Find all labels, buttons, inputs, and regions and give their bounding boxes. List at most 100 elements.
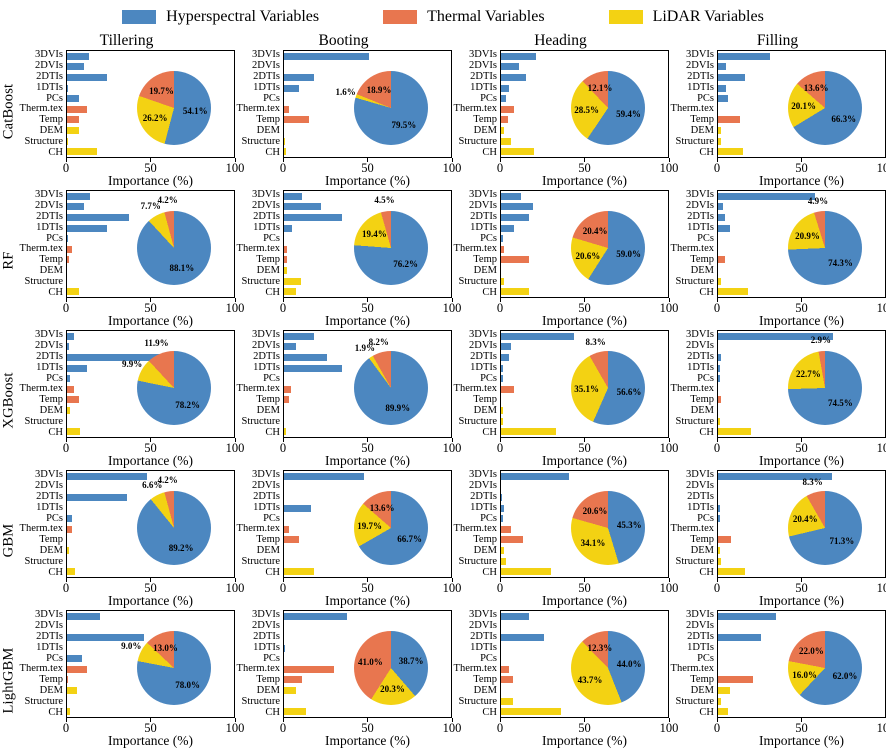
pie-label-thermal-share: 20.6% bbox=[582, 505, 608, 516]
plot-area: 45.3% 34.1% 20.6% bbox=[500, 470, 669, 578]
y-axis-labels: 3DVIs 2DVIs 2DTIs 1DTIs PCs Therm.tex Temp DEM S… bbox=[235, 470, 283, 578]
x-tick-label: 50 bbox=[578, 301, 591, 315]
x-tick-label: 0 bbox=[713, 721, 721, 735]
bar-2dtis bbox=[67, 633, 144, 641]
bar-dem bbox=[284, 686, 296, 694]
y-tick-label: Temp bbox=[473, 114, 497, 126]
y-tick-label: 1DTIs bbox=[253, 221, 280, 233]
y-axis-labels: 3DVIs 2DVIs 2DTIs 1DTIs PCs Therm.tex Temp DEM S… bbox=[452, 50, 500, 158]
bar-dem bbox=[718, 126, 722, 134]
y-tick-label: Therm.tex bbox=[19, 663, 63, 675]
y-tick-label: Therm.tex bbox=[453, 103, 497, 115]
y-tick-label: 2DTIs bbox=[687, 490, 714, 502]
subplot-rf-booting: 3DVIs 2DVIs 2DTIs 1DTIs PCs Therm.tex Temp DEM S… bbox=[235, 189, 462, 330]
y-tick-label: 1DTIs bbox=[687, 81, 714, 93]
inset-pie-chart: 66.3% 20.1% 13.6% bbox=[765, 52, 885, 156]
y-tick-label: PCs bbox=[46, 232, 63, 244]
bar-pcs bbox=[718, 95, 729, 103]
y-tick-label: 2DTIs bbox=[687, 210, 714, 222]
bar-ch bbox=[284, 568, 315, 576]
x-axis-title: Importance (%) bbox=[107, 313, 194, 328]
subplot-rf-tillering: 3DVIs 2DVIs 2DTIs 1DTIs PCs Therm.tex Temp DEM S… bbox=[18, 190, 245, 330]
bar-ch bbox=[501, 568, 552, 576]
bar-thermtex bbox=[67, 665, 88, 673]
pie-label-hyper-share: 71.3% bbox=[829, 536, 855, 547]
bar-2dtis bbox=[284, 213, 343, 221]
y-tick-label: PCs bbox=[480, 512, 497, 524]
bar-thermtex bbox=[284, 665, 335, 673]
inset-pie-chart: 76.2% 19.4% 4.5% bbox=[331, 192, 451, 296]
x-tick-label: 50 bbox=[361, 301, 374, 315]
y-tick-label: Temp bbox=[256, 254, 280, 266]
y-tick-label: 2DVIs bbox=[252, 340, 280, 352]
inset-pie-chart: 62.0% 16.0% 22.0% bbox=[765, 612, 885, 716]
x-tick-label: 100 bbox=[225, 721, 245, 735]
y-tick-label: 3DVIs bbox=[252, 189, 280, 201]
y-tick-label: Temp bbox=[690, 114, 714, 126]
y-tick-label: Therm.tex bbox=[19, 383, 63, 395]
y-tick-label: Therm.tex bbox=[453, 383, 497, 395]
y-tick-label: CH bbox=[48, 706, 63, 718]
bar-temp bbox=[67, 396, 79, 404]
y-tick-label: 1DTIs bbox=[36, 361, 63, 373]
y-tick-label: PCs bbox=[46, 92, 63, 104]
y-tick-label: Therm.tex bbox=[236, 663, 280, 675]
y-tick-label: 2DTIs bbox=[470, 210, 497, 222]
x-tick-label: 100 bbox=[442, 441, 462, 455]
y-tick-label: 2DTIs bbox=[470, 350, 497, 362]
y-tick-label: Temp bbox=[690, 534, 714, 546]
x-tick-label: 0 bbox=[713, 161, 721, 175]
bar-1dtis bbox=[67, 84, 68, 92]
plot-area: 44.0% 43.7% 12.3% bbox=[500, 610, 669, 718]
bar-ch bbox=[284, 708, 306, 716]
y-tick-label: 3DVIs bbox=[469, 609, 497, 621]
pie-label-lidar-share: 28.5% bbox=[574, 104, 599, 115]
y-tick-label: DEM bbox=[473, 404, 497, 416]
x-tick-label: 50 bbox=[361, 581, 374, 595]
bar-pcs bbox=[67, 235, 68, 243]
bar-ch bbox=[67, 568, 76, 576]
x-tick-label: 50 bbox=[795, 301, 808, 315]
y-axis-labels: 3DVIs 2DVIs 2DTIs 1DTIs PCs Therm.tex Temp DEM S… bbox=[452, 190, 500, 298]
y-tick-label: 1DTIs bbox=[253, 81, 280, 93]
bar-1dtis bbox=[718, 504, 720, 512]
figure-legend: Hyperspectral Variables Thermal Variables… bbox=[0, 0, 886, 32]
bar-structure bbox=[67, 137, 68, 145]
y-tick-label: Therm.tex bbox=[236, 383, 280, 395]
bar-structure bbox=[501, 137, 512, 145]
bar-2dvis bbox=[718, 63, 727, 71]
pie-label-hyper-share: 88.1% bbox=[169, 262, 195, 273]
pie-label-lidar-share: 20.9% bbox=[795, 230, 820, 241]
y-tick-label: 1DTIs bbox=[470, 361, 497, 373]
y-tick-label: Structure bbox=[458, 415, 498, 427]
bar-ch bbox=[718, 148, 744, 156]
y-tick-label: 1DTIs bbox=[687, 221, 714, 233]
pie-circle bbox=[137, 211, 211, 285]
bar-dem bbox=[67, 406, 71, 414]
y-axis-labels: 3DVIs 2DVIs 2DTIs 1DTIs PCs Therm.tex Temp DEM S… bbox=[452, 470, 500, 578]
y-tick-label: Structure bbox=[241, 275, 281, 287]
pie-circle bbox=[137, 71, 211, 145]
bar-2dvis bbox=[67, 63, 84, 71]
subplot-xgboost-booting: 3DVIs 2DVIs 2DTIs 1DTIs PCs Therm.tex Temp DEM S… bbox=[235, 330, 462, 470]
bar-temp bbox=[718, 536, 732, 544]
y-tick-label: Structure bbox=[241, 695, 281, 707]
inset-pie-chart: 66.7% 19.7% 13.6% bbox=[331, 472, 451, 576]
y-tick-label: Temp bbox=[256, 114, 280, 126]
y-tick-label: Structure bbox=[458, 695, 498, 707]
subplot-lightgbm-filling: 3DVIs 2DVIs 2DTIs 1DTIs PCs Therm.tex Temp DEM S… bbox=[669, 610, 886, 750]
y-tick-label: 2DTIs bbox=[36, 630, 63, 642]
bar-2dvis bbox=[284, 203, 321, 211]
y-tick-label: Temp bbox=[256, 534, 280, 546]
y-tick-label: 2DVIs bbox=[469, 60, 497, 72]
y-tick-label: CH bbox=[48, 426, 63, 438]
y-tick-label: 2DVIs bbox=[252, 620, 280, 632]
row-label-text: RF bbox=[0, 250, 17, 270]
y-tick-label: 2DTIs bbox=[687, 70, 714, 82]
bar-1dtis bbox=[501, 364, 503, 372]
x-tick-label: 50 bbox=[144, 301, 157, 315]
y-tick-label: CH bbox=[48, 566, 63, 578]
bar-temp bbox=[67, 676, 68, 684]
x-tick-label: 50 bbox=[361, 721, 374, 735]
bar-2dtis bbox=[718, 353, 722, 361]
